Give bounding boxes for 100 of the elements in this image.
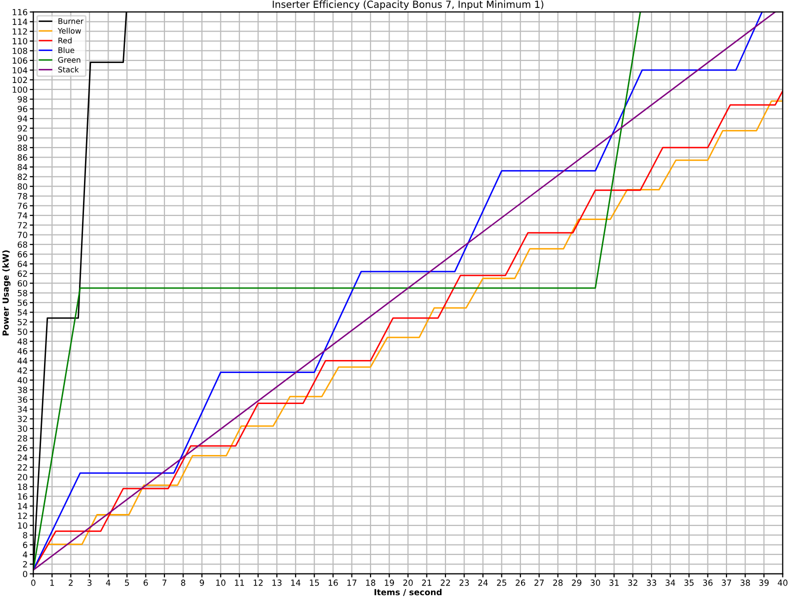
y-tick-label: 52 [18, 318, 27, 326]
y-tick-label: 66 [18, 251, 28, 258]
x-tick-label: 16 [328, 580, 338, 586]
y-tick-label: 90 [18, 134, 28, 142]
y-tick-label: 10 [18, 522, 28, 529]
y-tick-label: 64 [18, 260, 28, 268]
chart-title: Inserter Efficiency (Capacity Bonus 7, Input Minimum 1) [272, 0, 544, 10]
y-tick-label: 20 [18, 474, 28, 480]
y-tick-label: 58 [18, 290, 28, 296]
y-tick-label: 92 [18, 125, 27, 132]
x-tick-label: 31 [609, 580, 619, 586]
y-tick-label: 80 [18, 183, 28, 190]
x-tick-label: 12 [254, 580, 263, 586]
x-tick-label: 25 [496, 580, 506, 586]
y-tick-label: 54 [18, 309, 28, 316]
x-tick-label: 0 [31, 580, 36, 586]
x-axis-title: Items / second [374, 588, 442, 596]
y-tick-label: 42 [18, 367, 27, 374]
x-tick-label: 3 [87, 580, 92, 586]
y-tick-label: 6 [23, 542, 28, 548]
x-tick-label: 18 [366, 580, 376, 586]
y-tick-label: 88 [18, 144, 28, 151]
x-tick-label: 32 [628, 580, 638, 586]
y-tick-label: 78 [18, 193, 28, 200]
x-tick-label: 21 [422, 580, 432, 586]
y-tick-label: 102 [12, 76, 27, 84]
x-tick-label: 8 [181, 580, 186, 586]
x-tick-label: 22 [440, 580, 450, 586]
x-tick-label: 34 [666, 580, 676, 586]
y-tick-label: 14 [18, 503, 28, 510]
y-tick-label: 0 [23, 570, 28, 578]
y-tick-label: 44 [18, 358, 28, 364]
y-tick-label: 98 [18, 96, 28, 102]
x-tick-label: 27 [534, 580, 544, 586]
y-tick-label: 22 [18, 464, 27, 470]
y-tick-label: 100 [12, 86, 28, 93]
x-tick-label: 4 [106, 580, 110, 586]
y-tick-label: 62 [18, 270, 27, 277]
y-tick-label: 114 [12, 18, 28, 25]
x-tick-label: 33 [646, 580, 656, 586]
x-tick-label: 17 [347, 580, 356, 586]
x-tick-label: 30 [590, 580, 600, 586]
y-tick-label: 34 [18, 406, 28, 412]
x-tick-label: 23 [460, 580, 469, 586]
y-tick-label: 76 [18, 202, 28, 210]
y-tick-label: 30 [18, 426, 28, 432]
y-axis-title: Power Usage (kW) [2, 250, 10, 336]
y-tick-label: 16 [18, 493, 28, 500]
y-tick-label: 18 [18, 484, 28, 490]
x-tick-label: 14 [291, 580, 300, 586]
y-tick-label: 74 [18, 212, 28, 219]
y-tick-label: 32 [18, 416, 27, 422]
y-tick-label: 56 [18, 300, 28, 306]
x-tick-label: 2 [68, 580, 73, 586]
x-tick-label: 6 [144, 580, 148, 586]
x-tick-label: 40 [778, 580, 788, 586]
y-tick-label: 60 [18, 280, 28, 287]
y-tick-label: 112 [12, 28, 27, 35]
y-tick-label: 28 [18, 435, 28, 442]
y-tick-label: 12 [18, 512, 27, 519]
x-tick-label: 1 [50, 580, 54, 586]
y-tick-label: 86 [18, 154, 28, 161]
y-tick-label: 38 [18, 386, 28, 394]
x-tick-label: 29 [572, 580, 582, 586]
y-tick-label: 50 [18, 328, 28, 335]
y-tick-label: 24 [18, 454, 28, 461]
y-tick-label: 104 [12, 67, 28, 74]
y-tick-label: 94 [18, 116, 28, 122]
x-tick-label: 11 [235, 580, 244, 586]
y-tick-label: 40 [18, 377, 28, 384]
y-tick-label: 70 [18, 232, 28, 238]
x-tick-label: 38 [740, 580, 750, 586]
x-tick-label: 19 [384, 580, 394, 586]
y-tick-label: 2 [23, 561, 27, 568]
y-tick-label: 72 [18, 222, 27, 228]
y-tick-label: 84 [18, 164, 28, 170]
y-tick-label: 26 [18, 444, 28, 452]
x-tick-label: 35 [684, 580, 694, 586]
y-tick-label: 4 [22, 552, 28, 558]
x-tick-label: 24 [478, 580, 488, 586]
x-tick-label: 20 [403, 580, 413, 586]
x-tick-label: 13 [272, 580, 282, 586]
y-tick-label: 116 [12, 8, 28, 16]
x-tick-label: 7 [162, 580, 166, 586]
y-tick-label: 110 [12, 38, 28, 44]
y-tick-label: 46 [18, 348, 28, 354]
y-tick-label: 82 [18, 174, 27, 180]
y-tick-label: 36 [18, 396, 28, 403]
y-tick-label: 96 [18, 106, 28, 112]
x-tick-label: 10 [216, 580, 226, 586]
x-tick-label: 9 [200, 580, 204, 586]
x-tick-label: 39 [759, 580, 769, 586]
x-tick-label: 37 [722, 580, 732, 586]
y-tick-label: 68 [18, 241, 28, 248]
x-tick-label: 28 [553, 580, 563, 586]
y-tick-label: 108 [12, 48, 28, 54]
y-tick-label: 8 [23, 532, 28, 538]
y-tick-label: 106 [12, 57, 28, 64]
y-tick-label: 48 [18, 338, 28, 345]
x-tick-label: 15 [310, 580, 319, 586]
